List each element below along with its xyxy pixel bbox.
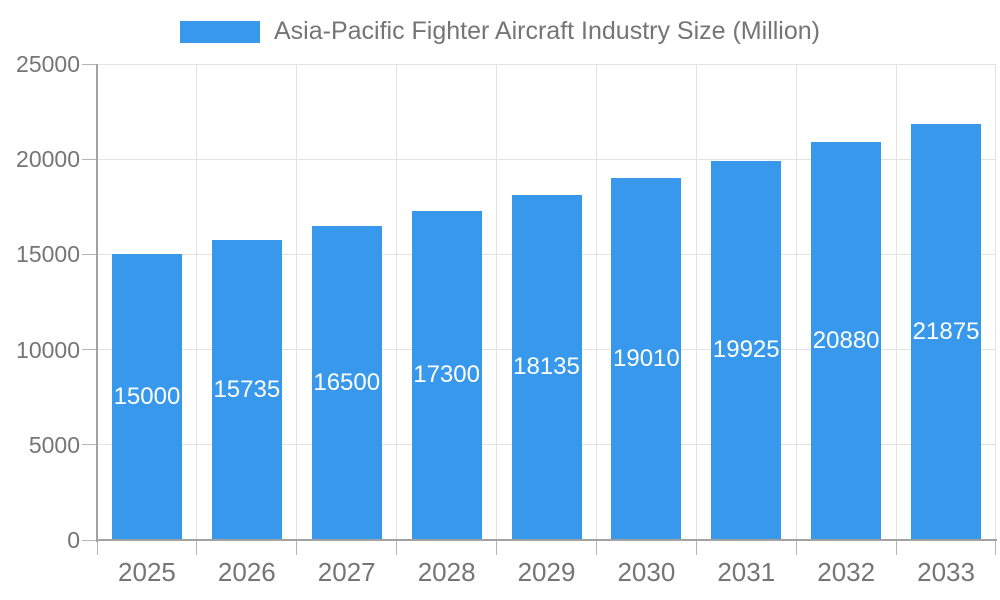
bar-value-label: 20880 [812,327,880,355]
v-gridline [296,64,298,540]
bar-value-label: 17300 [413,361,480,389]
bar-value-label: 19925 [712,336,780,364]
bar: 16500 [311,225,382,540]
x-tick [695,540,697,555]
x-tick [795,540,797,555]
bar: 18135 [511,194,582,540]
v-gridline [795,64,797,540]
y-tick [82,349,97,351]
bar-value-label: 19010 [613,345,680,373]
y-tick [82,444,97,446]
y-axis-tick-label: 15000 [16,241,80,268]
y-axis-tick-label: 5000 [28,431,80,458]
x-tick [496,540,498,555]
x-axis-tick-label: 2029 [517,557,576,587]
bar: 20880 [811,142,882,540]
bar: 19010 [611,178,682,540]
x-tick [895,540,897,555]
x-axis-tick-label: 2030 [617,557,676,587]
x-axis-tick-label: 2028 [417,557,476,587]
x-axis-tick-label: 2027 [317,557,376,587]
x-axis-tick-label: 2026 [217,557,276,587]
bar: 19925 [711,160,782,540]
y-axis-line [96,64,98,542]
v-gridline [994,64,996,540]
v-gridline [396,64,398,540]
legend-swatch-icon [180,20,260,43]
v-gridline [496,64,498,540]
y-axis-tick-label: 20000 [16,146,80,173]
x-tick [296,540,298,555]
x-axis-tick-label: 2025 [118,557,176,587]
y-tick [82,253,97,255]
v-gridline [895,64,897,540]
bar-value-label: 15735 [213,376,281,404]
h-gridline [97,158,996,160]
y-tick [82,158,97,160]
y-tick [82,539,97,541]
x-tick [595,540,597,555]
v-gridline [695,64,697,540]
v-gridline [196,64,198,540]
x-tick [96,540,98,555]
bar-value-label: 15000 [113,383,181,411]
bar-value-label: 21875 [912,317,980,345]
y-axis-tick-label: 10000 [16,336,80,363]
x-axis-line [96,539,997,541]
y-tick [82,63,97,65]
bar: 15000 [111,254,182,540]
h-gridline [97,63,996,65]
x-axis-tick-label: 2031 [717,557,776,587]
legend: Asia-Pacific Fighter Aircraft Industry S… [0,17,1000,46]
v-gridline [595,64,597,540]
legend-label: Asia-Pacific Fighter Aircraft Industry S… [274,17,820,45]
bar: 21875 [911,123,982,540]
bar: 17300 [411,210,482,540]
x-tick [994,540,996,555]
x-tick [396,540,398,555]
bar-value-label: 18135 [513,353,580,381]
x-axis-tick-label: 2033 [917,557,975,587]
bar: 15735 [211,240,282,540]
y-axis-tick-label: 0 [67,527,80,553]
x-tick [196,540,198,555]
y-axis-tick-label: 25000 [16,51,80,77]
plot-area: 15000 15735 16500 17300 18135 19010 19925 20880… [16,51,997,587]
bar-value-label: 16500 [313,368,381,396]
x-axis-tick-label: 2032 [817,557,876,587]
